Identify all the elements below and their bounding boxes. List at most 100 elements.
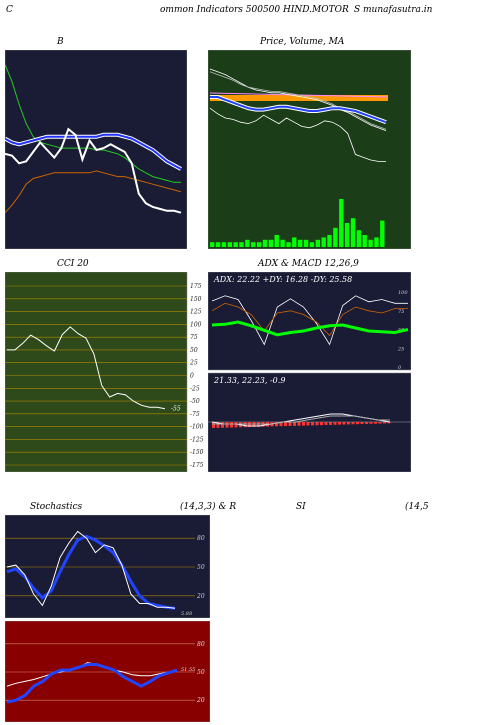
volume-bar — [262, 239, 268, 247]
bollinger-chart — [5, 50, 187, 249]
bollinger-upper-line — [5, 64, 181, 183]
macd-values: 21.33, 22.23, -0.9 — [214, 376, 286, 385]
macd-histogram-bar — [378, 422, 382, 424]
cci-last-label: -55 — [171, 406, 181, 413]
adx-title: ADX & MACD 12,26,9 — [258, 259, 359, 269]
cci-ytick: -50 — [190, 398, 200, 405]
macd-histogram-bar — [311, 422, 314, 426]
cci-ytick: 25 — [189, 360, 198, 367]
macd-histogram-bar — [324, 422, 328, 425]
volume-bar — [333, 227, 338, 247]
adx-ytick: 25 — [397, 346, 404, 352]
adx-values: ADX: 22.22 +DY: 16.28 -DY: 25.58 — [214, 275, 353, 284]
price-volume-chart — [208, 50, 411, 249]
cci-ytick: -75 — [190, 411, 200, 418]
header-right: S munafasutra.in — [354, 5, 433, 15]
macd-histogram-bar — [365, 422, 368, 424]
cci-ytick: 0 — [190, 373, 194, 380]
macd-histogram-bar — [306, 422, 310, 426]
volume-bar — [210, 242, 215, 247]
rsi-ytick: 50 — [197, 669, 205, 676]
macd-histogram-bar — [356, 422, 359, 425]
rsi-chart: 80 50 20 51.55 — [5, 621, 210, 722]
volume-bar — [309, 242, 315, 247]
macd-signal-line — [212, 415, 390, 425]
volume-bar — [233, 242, 238, 247]
bollinger-lower-line — [5, 170, 182, 214]
macd-histogram-bar — [315, 422, 319, 426]
macd-histogram-bar — [243, 422, 247, 428]
volume-bar — [268, 239, 274, 247]
macd-histogram-bar — [342, 422, 346, 425]
bollinger-price-line — [5, 127, 182, 214]
cci-ytick: -175 — [190, 462, 204, 469]
macd-histogram-bar — [221, 422, 224, 428]
volume-bar — [368, 239, 373, 247]
macd-histogram-bar — [216, 422, 220, 428]
adx-ytick: 75 — [398, 309, 404, 315]
stoch-ytick: 80 — [197, 535, 205, 542]
price-close-line — [209, 107, 386, 162]
volume-bar — [374, 237, 379, 247]
volume-bar — [380, 220, 385, 247]
volume-bar — [251, 242, 256, 247]
volume-bar — [356, 230, 362, 247]
macd-histogram-bar — [347, 422, 350, 425]
volume-bar — [274, 235, 279, 247]
adx-ytick: 0 — [398, 365, 402, 371]
cci-ytick: -100 — [190, 424, 204, 431]
volume-bar — [298, 239, 303, 247]
volume-bar — [227, 242, 232, 247]
cci-panel-bg — [5, 272, 188, 472]
macd-histogram-bar — [225, 422, 229, 428]
volume-bar — [245, 239, 250, 247]
cci-ytick: -125 — [190, 436, 204, 443]
brand-watermark: MunafaSutra.com — [212, 586, 469, 620]
volume-bar — [256, 242, 262, 247]
volume-bar — [362, 235, 367, 247]
cci-line — [7, 326, 166, 410]
volume-bar — [286, 242, 291, 247]
stoch-last-label: 5.88 — [181, 611, 192, 617]
macd-histogram-bar — [320, 422, 323, 426]
adx-plus-dy-line — [211, 295, 408, 346]
macd-histogram-bar — [374, 422, 377, 424]
macd-histogram-bar — [369, 422, 373, 424]
cci-ytick: 50 — [190, 347, 198, 354]
volume-bar — [339, 199, 344, 247]
stoch-d-line — [6, 534, 176, 610]
cci-ytick: 175 — [190, 283, 202, 290]
macd-histogram-bar — [302, 422, 305, 426]
volume-bar — [327, 235, 332, 247]
volume-bar — [221, 242, 227, 247]
rsi-line — [6, 663, 178, 704]
macd-histogram-bar — [284, 422, 287, 427]
rsi-params: (14,5 — [405, 502, 429, 512]
macd-histogram-bar — [279, 422, 283, 427]
macd-histogram-bar — [293, 422, 296, 426]
volume-bar — [239, 242, 244, 247]
stoch-ytick: 50 — [197, 564, 205, 571]
macd-histogram-bar — [338, 422, 341, 425]
cci-ytick: -150 — [190, 449, 204, 456]
macd-histogram-bar — [297, 422, 301, 426]
macd-histogram-bar — [248, 422, 251, 428]
cci-chart: 175 150 125 100 75 50 25 0 -25 -50 -75 -100 -125 -150… — [5, 272, 204, 472]
price-title: Price, Volume, MA — [260, 37, 345, 47]
volume-bar — [303, 239, 309, 247]
stoch-k-line — [6, 530, 176, 609]
rsi-title: SI — [296, 502, 306, 512]
adx-line — [211, 320, 409, 337]
cci-ytick: -25 — [190, 385, 200, 392]
volume-bar — [344, 223, 350, 247]
price-ma1-line — [209, 68, 387, 131]
price-ma2-line — [209, 71, 387, 130]
adx-panel-bg — [208, 272, 411, 371]
header-center: ommon Indicators 500500 HIND.MOTOR — [160, 5, 349, 15]
header-left: C — [6, 5, 13, 15]
volume-bar — [292, 237, 297, 247]
cci-ytick: 125 — [190, 309, 202, 316]
macd-histogram-bar — [234, 422, 238, 428]
macd-histogram-bar — [387, 422, 391, 424]
